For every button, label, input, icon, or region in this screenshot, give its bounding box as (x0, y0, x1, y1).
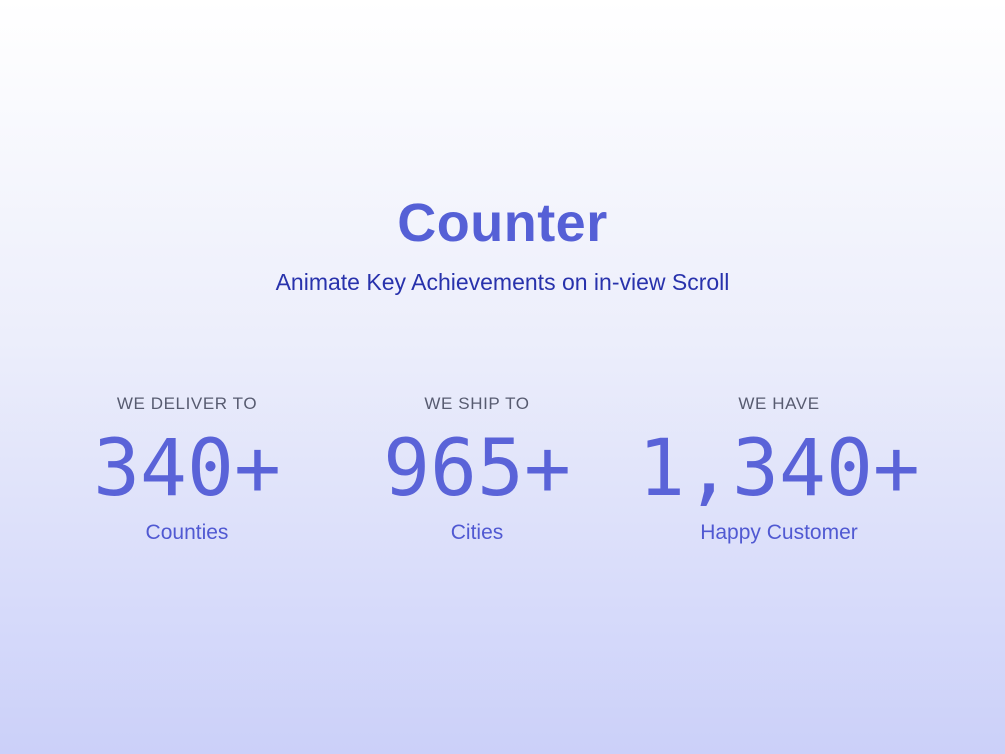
counter-value: 340+ (93, 424, 281, 514)
counter-caption: Happy Customer (700, 521, 858, 544)
counter-ship-to: WE SHIP TO 965+ Cities (383, 395, 571, 545)
page-subtitle: Animate Key Achievements on in-view Scro… (275, 269, 730, 295)
page-title: Counter (397, 193, 608, 253)
counter-value: 1,340+ (638, 424, 920, 514)
counter-label: WE SHIP TO (424, 394, 530, 413)
counter-we-have: WE HAVE 1,340+ Happy Customer (638, 395, 920, 545)
counters-row: WE DELIVER TO 340+ Counties WE SHIP TO 9… (0, 395, 1005, 555)
counter-label: WE DELIVER TO (116, 394, 258, 413)
counter-caption: Cities (450, 521, 504, 544)
counter-label: WE HAVE (738, 394, 820, 413)
counter-deliver-to: WE DELIVER TO 340+ Counties (93, 395, 281, 545)
counter-caption: Counties (145, 521, 229, 544)
counter-value: 965+ (383, 424, 571, 514)
